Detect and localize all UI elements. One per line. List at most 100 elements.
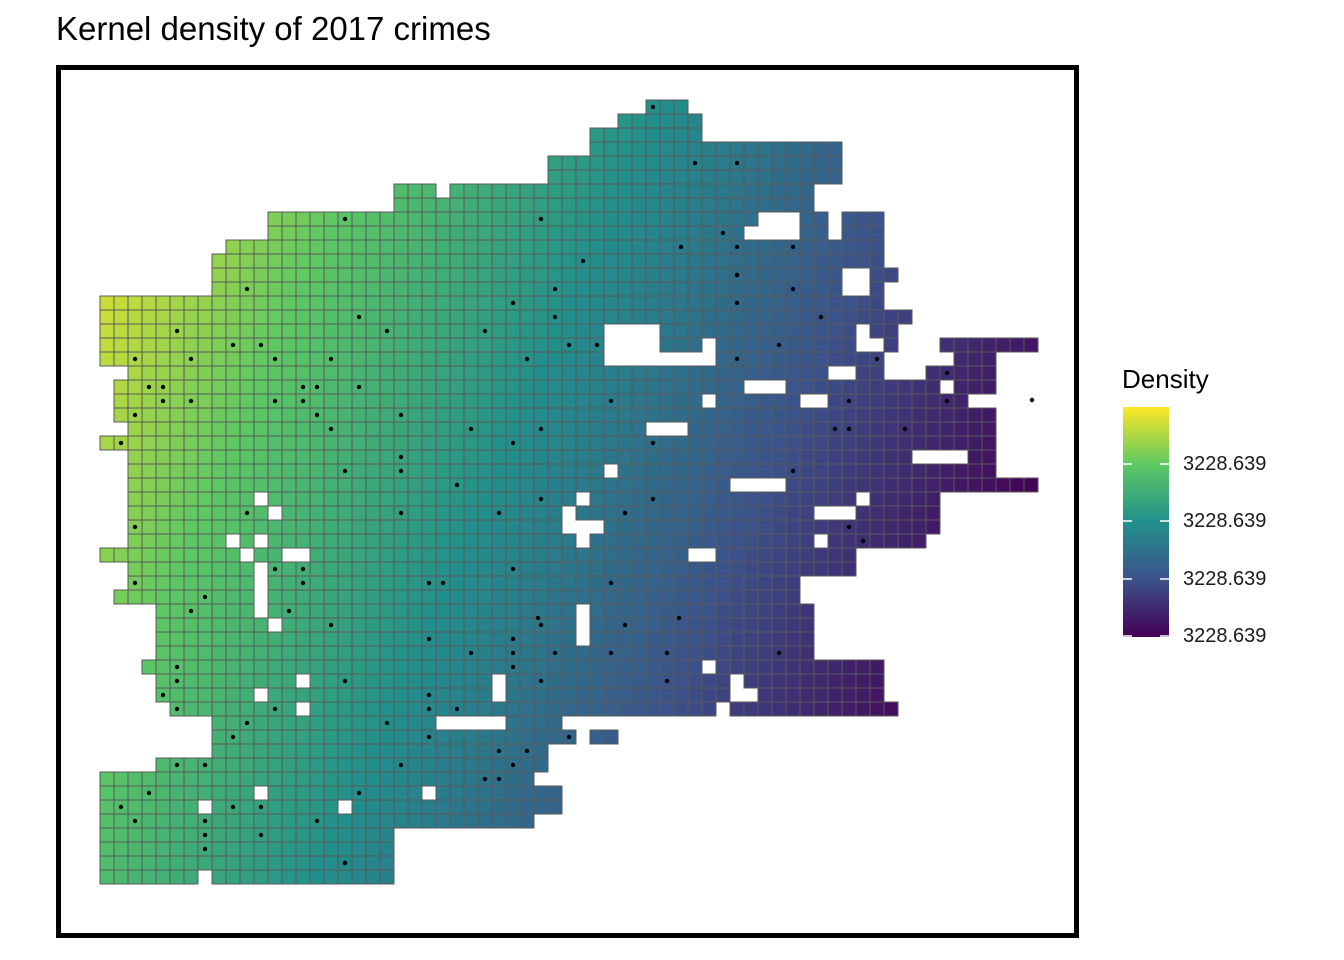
density-cell <box>351 491 367 507</box>
density-cell <box>365 701 381 717</box>
density-cell <box>785 169 801 185</box>
density-cell <box>295 491 311 507</box>
density-cell <box>365 771 381 787</box>
density-cell <box>799 533 815 549</box>
density-cell <box>659 617 675 633</box>
density-cell <box>477 757 493 773</box>
density-cell <box>449 785 465 801</box>
density-cell <box>365 757 381 773</box>
density-cell <box>533 785 549 801</box>
crime-point <box>146 790 152 796</box>
density-cell <box>323 589 339 605</box>
density-cell <box>323 687 339 703</box>
density-cell <box>687 519 703 535</box>
density-cell <box>659 197 675 213</box>
density-cell <box>799 449 815 465</box>
density-cell <box>323 505 339 521</box>
crime-point <box>510 636 516 642</box>
density-cell <box>659 267 675 283</box>
density-cell <box>743 141 759 157</box>
density-cell <box>225 561 241 577</box>
density-cell <box>813 323 829 339</box>
density-cell <box>141 659 157 675</box>
density-cell <box>421 267 437 283</box>
density-cell <box>631 617 647 633</box>
density-cell <box>645 519 661 535</box>
density-cell <box>827 309 843 325</box>
density-cell <box>435 295 451 311</box>
density-cell <box>785 589 801 605</box>
density-cell <box>211 267 227 283</box>
density-cell <box>911 421 927 437</box>
density-cell <box>561 379 577 395</box>
density-cell <box>449 393 465 409</box>
legend-tick-label: 3228.639 <box>1183 510 1267 532</box>
density-cell <box>239 673 255 689</box>
density-cell <box>351 673 367 689</box>
density-cell <box>505 785 521 801</box>
density-cell <box>421 589 437 605</box>
density-cell <box>491 533 507 549</box>
density-cell <box>575 393 591 409</box>
density-cell <box>351 449 367 465</box>
density-cell <box>337 561 353 577</box>
density-cell <box>295 617 311 633</box>
density-cell <box>253 365 269 381</box>
density-cell <box>365 673 381 689</box>
density-cell <box>701 673 717 689</box>
density-cell <box>841 687 857 703</box>
density-cell <box>155 561 171 577</box>
density-cell <box>463 407 479 423</box>
crime-point <box>230 734 236 740</box>
density-cell <box>645 673 661 689</box>
density-cell <box>799 701 815 717</box>
density-cell <box>687 141 703 157</box>
density-cell <box>463 771 479 787</box>
density-cell <box>687 379 703 395</box>
density-cell <box>323 393 339 409</box>
density-cell <box>673 673 689 689</box>
density-cell <box>211 561 227 577</box>
density-cell <box>323 491 339 507</box>
density-cell <box>183 449 199 465</box>
density-cell <box>491 589 507 605</box>
density-cell <box>645 701 661 717</box>
density-cell <box>785 183 801 199</box>
density-cell <box>309 505 325 521</box>
density-cell <box>379 785 395 801</box>
density-cell <box>743 533 759 549</box>
density-cell <box>155 855 171 871</box>
density-cell <box>99 295 115 311</box>
density-cell <box>673 253 689 269</box>
density-cell <box>897 491 913 507</box>
density-cell <box>729 617 745 633</box>
density-cell <box>211 421 227 437</box>
density-cell <box>99 869 115 885</box>
density-cell <box>323 743 339 759</box>
density-cell <box>771 547 787 563</box>
density-cell <box>225 505 241 521</box>
density-cell <box>309 743 325 759</box>
density-cell <box>435 785 451 801</box>
crime-point <box>552 286 558 292</box>
legend-title: Density <box>1122 364 1209 394</box>
density-cell <box>687 533 703 549</box>
density-cell <box>281 323 297 339</box>
density-cell <box>715 323 731 339</box>
density-cell <box>253 841 269 857</box>
density-cell <box>421 659 437 675</box>
density-cell <box>351 631 367 647</box>
density-cell <box>225 267 241 283</box>
density-cell <box>449 547 465 563</box>
density-cell <box>225 379 241 395</box>
density-cell <box>281 337 297 353</box>
density-cell <box>253 435 269 451</box>
density-cell <box>897 477 913 493</box>
density-cell <box>197 701 213 717</box>
density-cell <box>631 561 647 577</box>
density-cell <box>575 463 591 479</box>
density-cell <box>561 365 577 381</box>
density-cell <box>99 855 115 871</box>
density-cell <box>575 449 591 465</box>
density-cell <box>589 225 605 241</box>
